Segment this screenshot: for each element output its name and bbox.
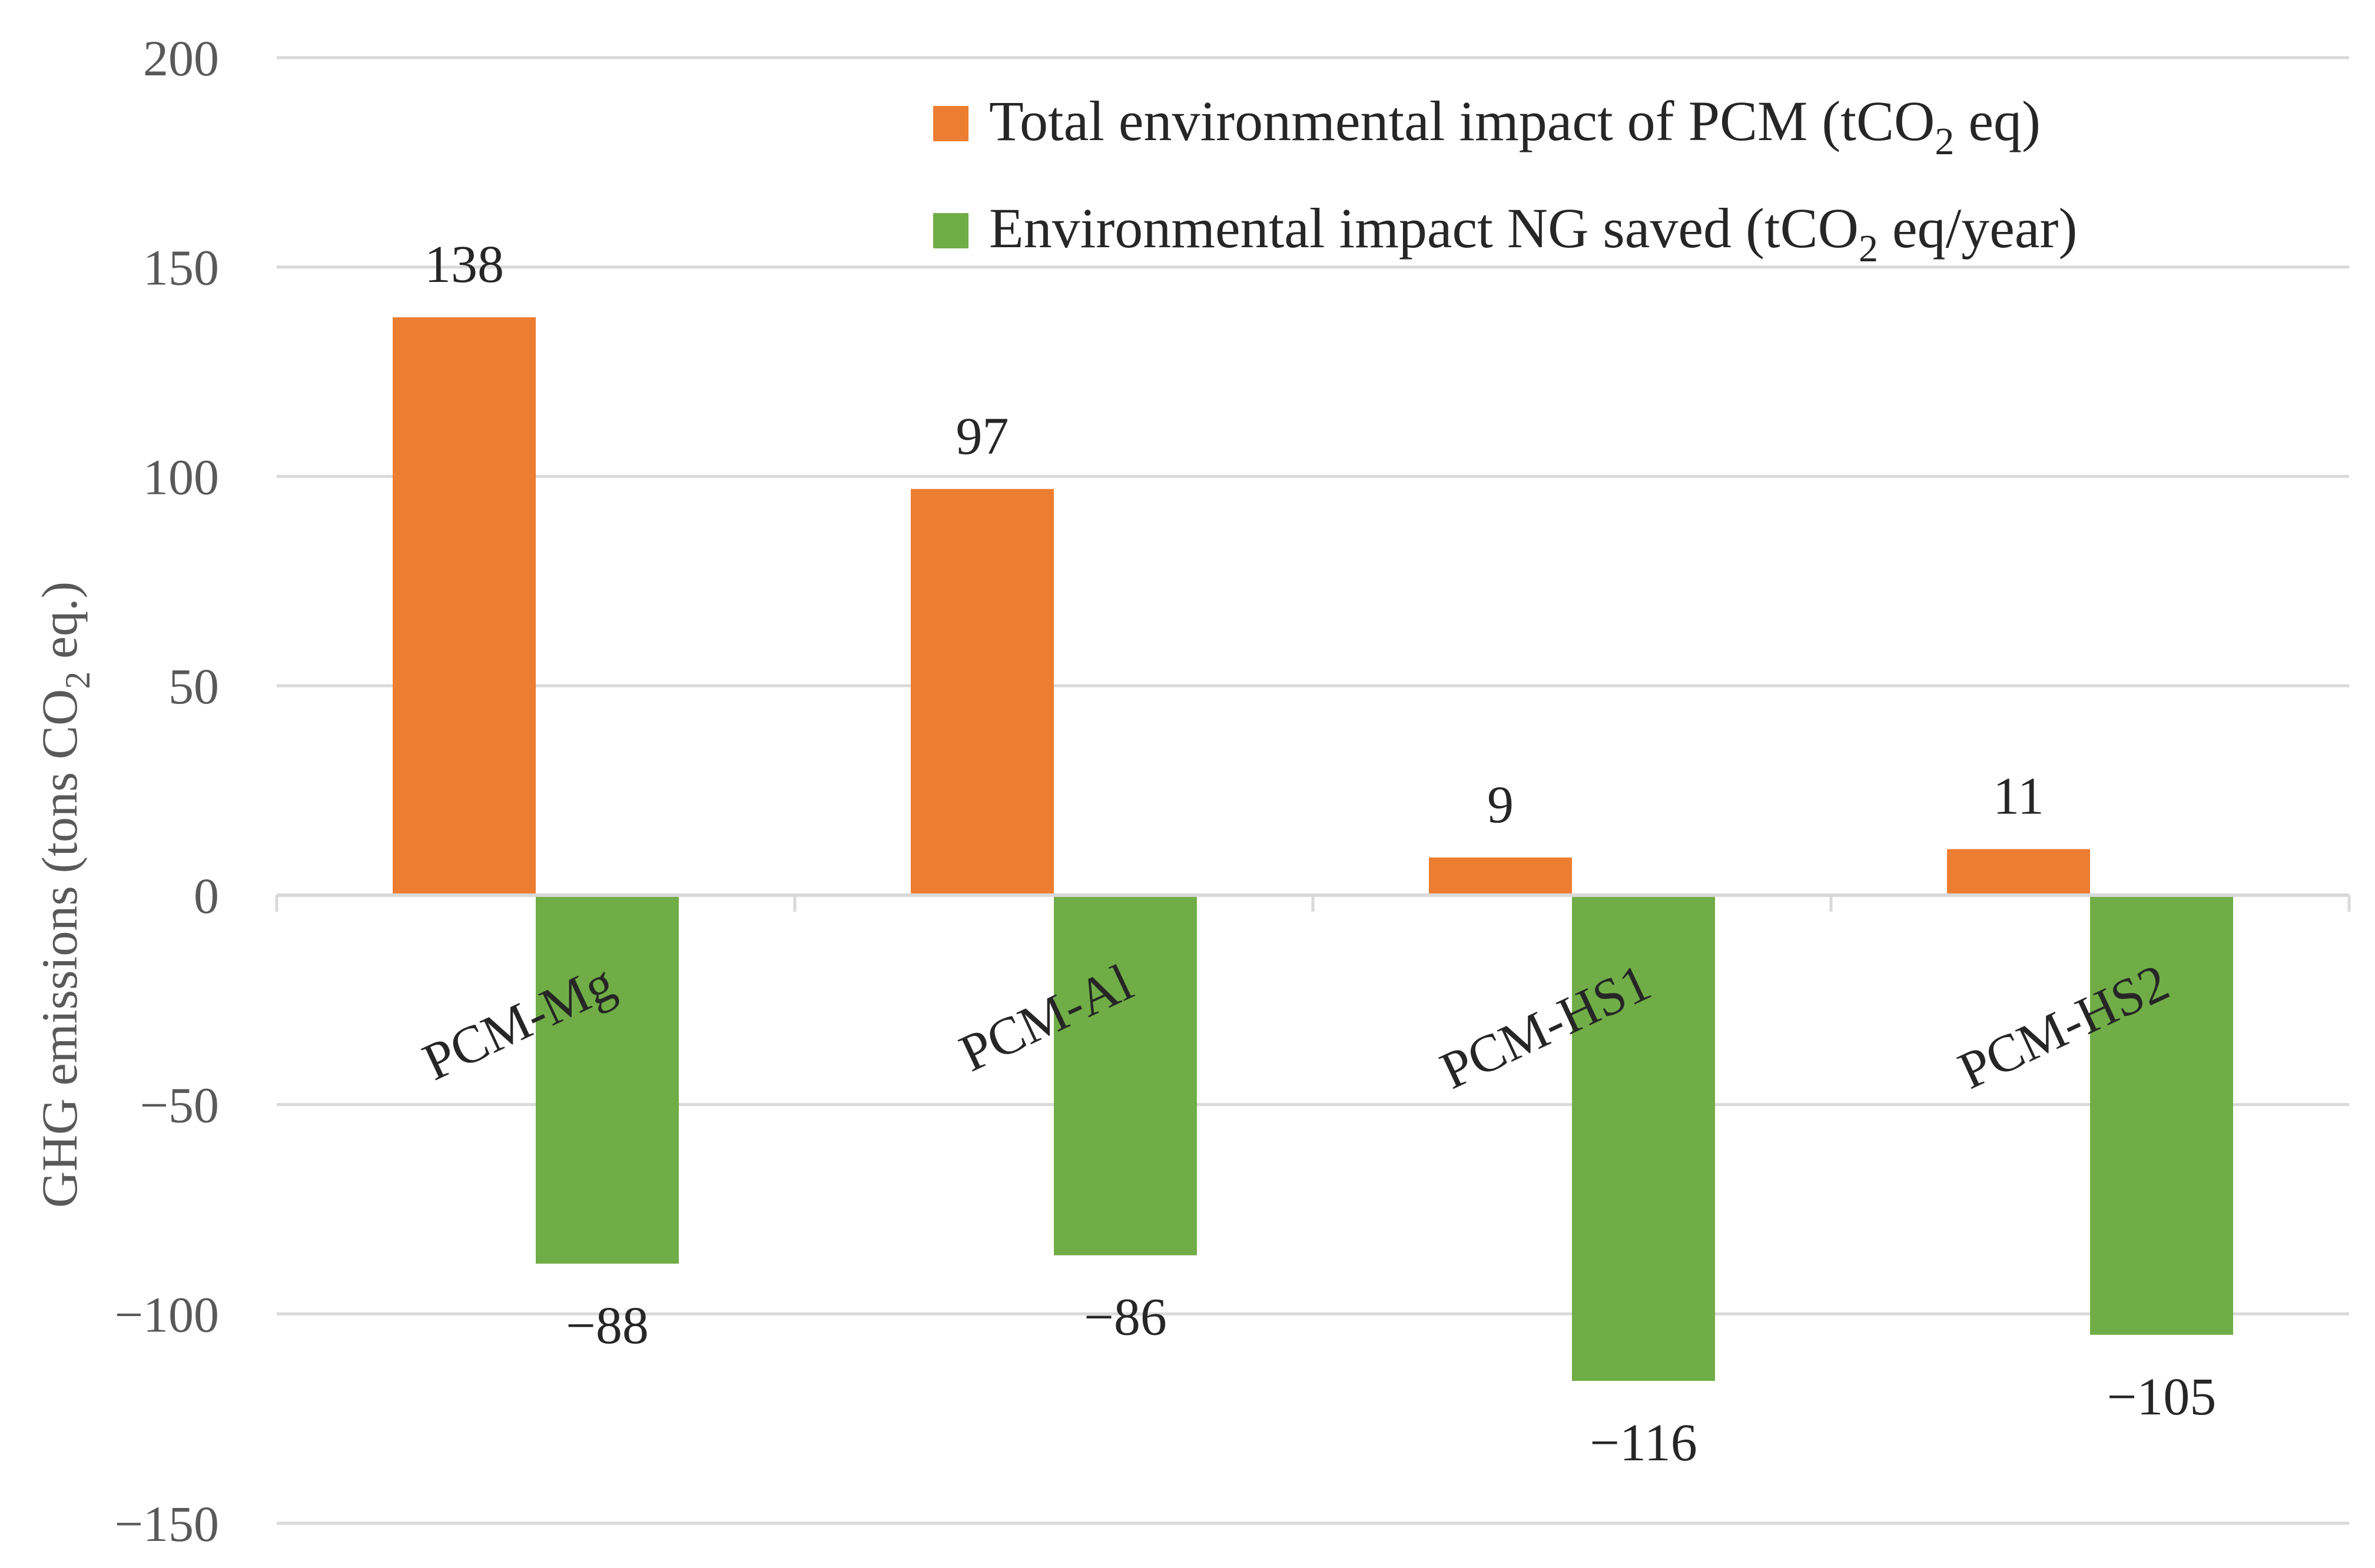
y-tick-label: −50 — [140, 1077, 219, 1134]
y-tick-label: −150 — [114, 1496, 219, 1552]
data-labels: 138 −88 97 −86 9 −116 11 −105 — [424, 235, 2216, 1472]
legend-label-pcm-impact: Total environmental impact of PCM (tCO2 … — [989, 89, 2041, 163]
y-tick-label: 50 — [168, 658, 219, 715]
bar-pcm-impact — [393, 317, 536, 895]
data-label: −105 — [2107, 1368, 2217, 1426]
legend-label-ng-saved: Environmental impact NG saved (tCO2 eq/y… — [989, 197, 2077, 270]
data-label: 138 — [424, 235, 504, 294]
y-axis-label: GHG emissions (tons CO2 eq.) — [31, 582, 97, 1208]
bar-ng-saved — [1054, 895, 1197, 1255]
legend-swatch-orange — [933, 106, 968, 141]
y-tick-label: 200 — [143, 30, 219, 87]
y-tick-label: −100 — [114, 1286, 219, 1343]
y-tick-label: 100 — [143, 449, 219, 505]
data-label: −88 — [566, 1297, 649, 1355]
bar-pcm-impact — [1947, 849, 2090, 895]
data-label: −86 — [1084, 1288, 1167, 1347]
data-label: 97 — [956, 407, 1009, 466]
y-tick-label: 0 — [194, 868, 219, 924]
legend: Total environmental impact of PCM (tCO2 … — [933, 89, 2077, 270]
data-label: 11 — [1993, 768, 2044, 826]
legend-item-ng-saved: Environmental impact NG saved (tCO2 eq/y… — [933, 197, 2077, 270]
bar-ng-saved — [536, 895, 679, 1264]
y-tick-label: 150 — [143, 240, 219, 296]
legend-swatch-green — [933, 213, 968, 248]
x-axis — [275, 893, 2351, 912]
category-labels: PCM-Mg PCM-Al PCM-HS1 PCM-HS2 — [414, 953, 2178, 1100]
legend-item-pcm-impact: Total environmental impact of PCM (tCO2 … — [933, 89, 2041, 163]
bar-ng-saved — [1572, 895, 1715, 1381]
bars — [393, 317, 2233, 1381]
data-label: −116 — [1590, 1414, 1697, 1472]
data-label: 9 — [1487, 776, 1514, 834]
bar-pcm-impact — [1429, 857, 1572, 895]
y-axis-ticks: 200 150 100 50 0 −50 −100 −150 — [114, 30, 219, 1552]
bar-pcm-impact — [911, 489, 1054, 895]
bar-ng-saved — [2090, 895, 2233, 1335]
